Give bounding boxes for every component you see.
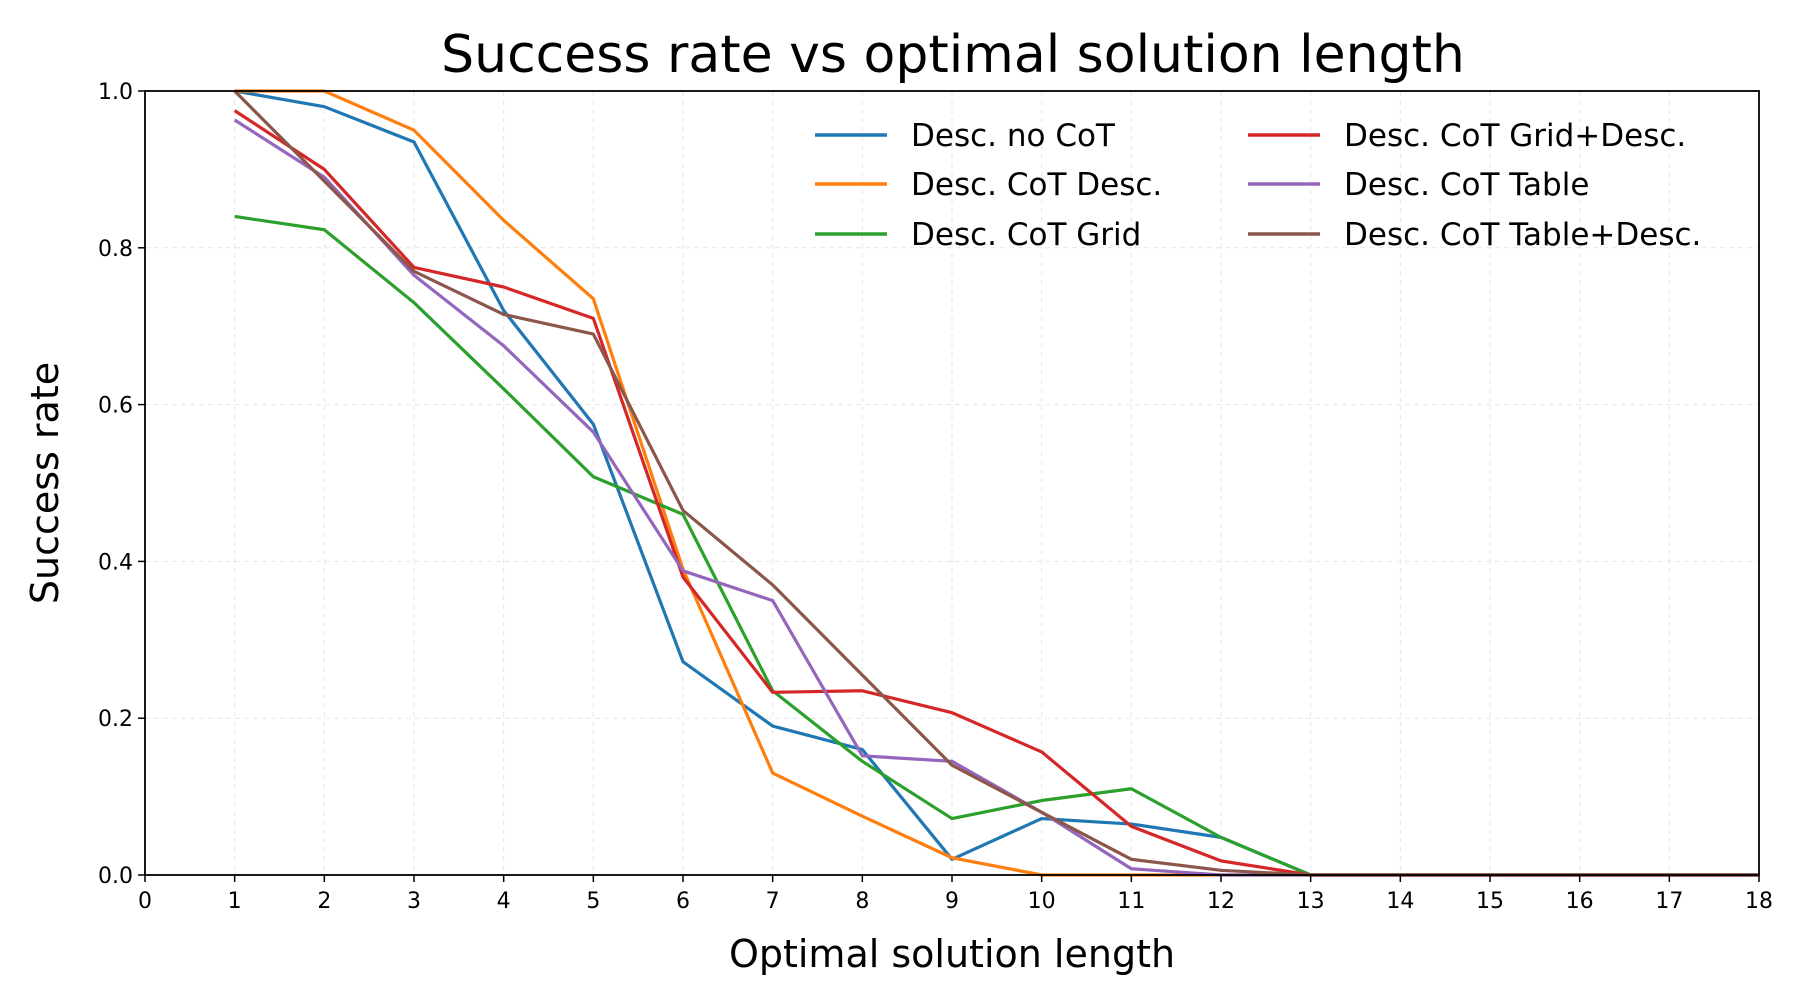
x-tick-label: 14 (1386, 889, 1414, 914)
x-tick-label: 16 (1566, 889, 1594, 914)
x-tick-label: 9 (945, 889, 959, 914)
x-tick-label: 5 (586, 889, 600, 914)
series-line-desc-no-cot (234, 89, 1759, 877)
x-tick-label: 8 (855, 889, 869, 914)
x-tick-label: 0 (138, 889, 152, 914)
legend-label: Desc. no CoT (911, 118, 1116, 154)
grid (144, 90, 1760, 876)
legend: Desc. no CoT Desc. CoT Desc. Desc. CoT Gri… (815, 118, 1701, 253)
series-lines (233, 89, 1759, 877)
x-tick-label: 3 (407, 889, 421, 914)
x-tick-label: 7 (766, 889, 780, 914)
legend-label: Desc. CoT Grid+Desc. (1344, 118, 1686, 154)
legend-label: Desc. CoT Desc. (911, 167, 1162, 203)
y-tick-label: 0.0 (98, 864, 133, 889)
x-tick-label: 4 (497, 889, 511, 914)
x-tick-label: 1 (228, 889, 242, 914)
legend-item-desc-cot-table: Desc. CoT Table (1248, 167, 1589, 203)
x-tick-label: 12 (1207, 889, 1235, 914)
x-axis-label: Optimal solution length (729, 932, 1175, 976)
y-tick-label: 0.8 (98, 237, 133, 262)
legend-label: Desc. CoT Grid (911, 217, 1141, 253)
x-tick-label: 6 (676, 889, 690, 914)
x-tick-label: 11 (1117, 889, 1145, 914)
legend-item-desc-cot-table-desc: Desc. CoT Table+Desc. (1248, 217, 1701, 253)
y-axis-ticks: 0.0 0.2 0.4 0.6 0.8 1.0 (98, 80, 145, 889)
legend-item-desc-cot-grid-desc: Desc. CoT Grid+Desc. (1248, 118, 1686, 154)
x-tick-label: 18 (1745, 889, 1773, 914)
y-tick-label: 0.4 (98, 550, 133, 575)
x-tick-label: 13 (1297, 889, 1325, 914)
x-tick-label: 15 (1476, 889, 1504, 914)
x-tick-label: 2 (317, 889, 331, 914)
legend-label: Desc. CoT Table (1344, 167, 1589, 203)
chart-title: Success rate vs optimal solution length (441, 25, 1465, 85)
legend-label: Desc. CoT Table+Desc. (1344, 217, 1701, 253)
y-tick-label: 0.6 (98, 394, 133, 419)
y-axis-label: Success rate (23, 362, 67, 604)
x-axis-ticks: 0 1 2 3 4 5 6 7 8 9 10 11 12 13 14 15 16 17 18 (138, 875, 1773, 914)
legend-item-desc-no-cot: Desc. no CoT (815, 118, 1116, 154)
series-line-desc-cot-table-desc (233, 89, 1759, 877)
y-tick-label: 0.2 (98, 707, 133, 732)
x-tick-label: 17 (1655, 889, 1683, 914)
series-line-desc-cot-desc (234, 89, 1759, 877)
legend-item-desc-cot-grid: Desc. CoT Grid (815, 217, 1141, 253)
y-tick-label: 1.0 (98, 80, 133, 105)
legend-item-desc-cot-desc: Desc. CoT Desc. (815, 167, 1162, 203)
x-tick-label: 10 (1028, 889, 1056, 914)
